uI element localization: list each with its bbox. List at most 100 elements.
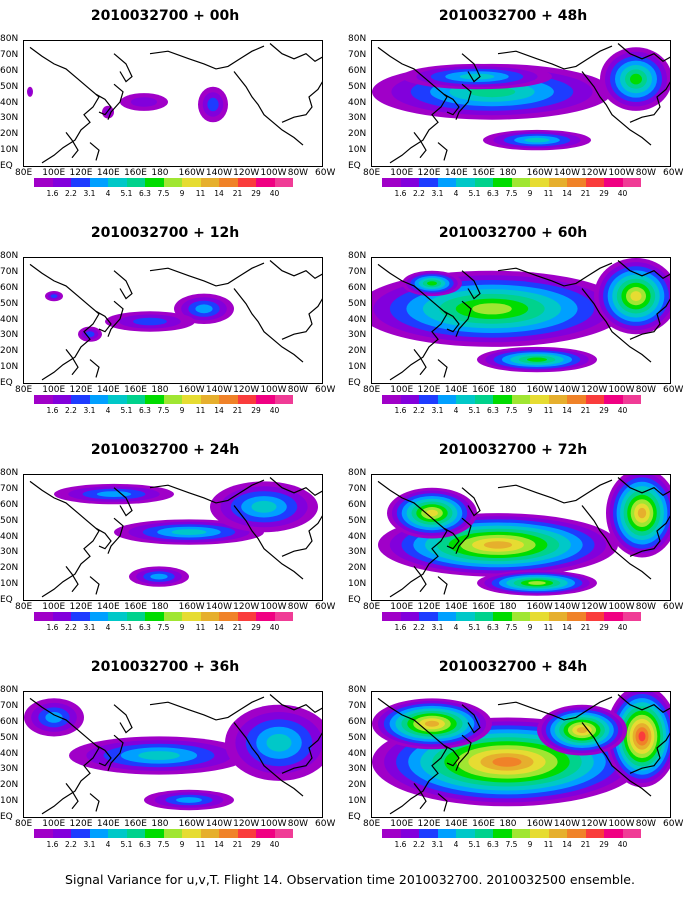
colorbar-swatch [126,612,145,621]
latitude-label: EQ [348,161,361,171]
variance-contour [207,97,219,112]
colorbar-swatch [126,178,145,187]
colorbar-swatch [530,612,549,621]
latitude-label: 60N [0,65,19,76]
variance-contour [266,734,292,752]
coastline [233,71,304,146]
colorbar-level-label: 6.3 [487,406,499,415]
variance-contour [138,751,180,760]
colorbar-level-label: 2.2 [65,623,77,632]
colorbar-level-label: 5.1 [468,189,481,198]
colorbar-swatch [274,395,293,404]
colorbar-swatch [182,395,201,404]
variance-contour [171,529,207,535]
longitude-label: 100W [260,819,287,829]
coastline [149,262,265,287]
latitude-label: 20N [348,346,367,357]
panel-title: 2010032700 + 84h [438,659,588,675]
variance-contour [426,509,438,517]
variance-contour [28,89,32,95]
coastline [65,132,79,159]
longitude-label: 80E [363,602,381,612]
map-panel: 2010032700 + 60h 80N 70N 60N 50N 40N 30N 20N 10N… [348,225,683,425]
colorbar-swatch [604,612,623,621]
colorbar-swatch [108,612,127,621]
longitude-label: 80W [287,819,309,829]
map-area [371,474,671,601]
longitude-label: 100W [260,168,287,178]
colorbar-swatch [400,178,419,187]
coastline [281,298,322,340]
colorbar-level-label: 1.6 [46,189,59,198]
latitude-label: 30N [348,113,367,124]
colorbar-swatch [163,829,182,838]
variance-contour [195,304,213,314]
coastline [437,359,448,378]
longitude-label: 60W [663,819,684,829]
colorbar-level-label: 1.6 [394,623,407,632]
colorbar-level-label: 7.5 [157,189,170,198]
colorbar-swatch [419,395,438,404]
colorbar-level-label: 3.1 [431,189,444,198]
coastline [617,477,670,497]
colorbar-level-label: 2.2 [413,623,425,632]
map-area [371,691,671,818]
colorbar-swatch [622,395,641,404]
colorbar-swatch [511,829,530,838]
colorbar-level-label: 2.2 [65,840,77,849]
coastline [95,93,112,116]
latitude-label: 60N [348,716,367,727]
colorbar-swatch [437,178,456,187]
colorbar-level-label: 5.1 [120,623,133,632]
colorbar-level-label: 5.1 [468,406,481,415]
latitude-label: 30N [0,113,19,124]
longitude-label: 120E [417,819,441,829]
latitude-label: 80N [0,685,19,695]
colorbar-level-label: 29 [599,406,609,415]
variance-contour [96,491,132,497]
colorbar-swatch [256,395,275,404]
longitude-label: 80E [15,602,33,612]
longitude-label: 180 [499,602,517,612]
signal-variance-map [377,475,670,598]
latitude-label: 10N [0,362,19,373]
colorbar-swatch [474,829,493,838]
coastline [107,734,124,771]
coastline [65,783,79,810]
panel-title: 2010032700 + 72h [438,442,588,458]
colorbar-swatch [585,829,604,838]
colorbar-swatch [585,612,604,621]
colorbar [382,178,641,187]
colorbar-swatch [182,829,201,838]
coastline [149,479,265,504]
colorbar-level-label: 3.1 [431,623,444,632]
coastline [581,71,652,146]
colorbar-level-label: 7.5 [505,189,518,198]
variance-contour [637,507,647,519]
signal-variance-map [27,43,322,164]
longitude-label: 80W [635,385,657,395]
latitude-label: 70N [348,483,367,494]
figure-caption: Signal Variance for u,v,T. Flight 14. Ob… [65,872,635,887]
longitude-label: 140E [96,168,120,178]
colorbar-swatch [493,612,512,621]
longitude-label: 140W [205,168,232,178]
latitude-label: 80N [348,685,367,695]
colorbar-level-label: 6.3 [139,623,151,632]
coastline [617,694,670,714]
longitude-label: 160E [124,819,147,829]
map-panel: 2010032700 + 24h 80N 70N 60N 50N 40N 30N 20N 10N… [0,442,335,642]
longitude-label: 100E [42,385,66,395]
colorbar-level-label: 11 [543,623,554,632]
longitude-label: 100E [390,819,414,829]
longitude-label: 140E [444,819,468,829]
longitude-label: 60W [663,385,684,395]
colorbar-level-label: 29 [251,623,261,632]
latitude-label: 80N [348,34,367,44]
colorbar-level-label: 29 [251,406,261,415]
variance-contour [483,541,513,549]
colorbar-swatch [456,612,475,621]
colorbar-swatch [567,829,586,838]
colorbar-swatch [237,829,256,838]
latitude-label: 40N [348,531,367,542]
